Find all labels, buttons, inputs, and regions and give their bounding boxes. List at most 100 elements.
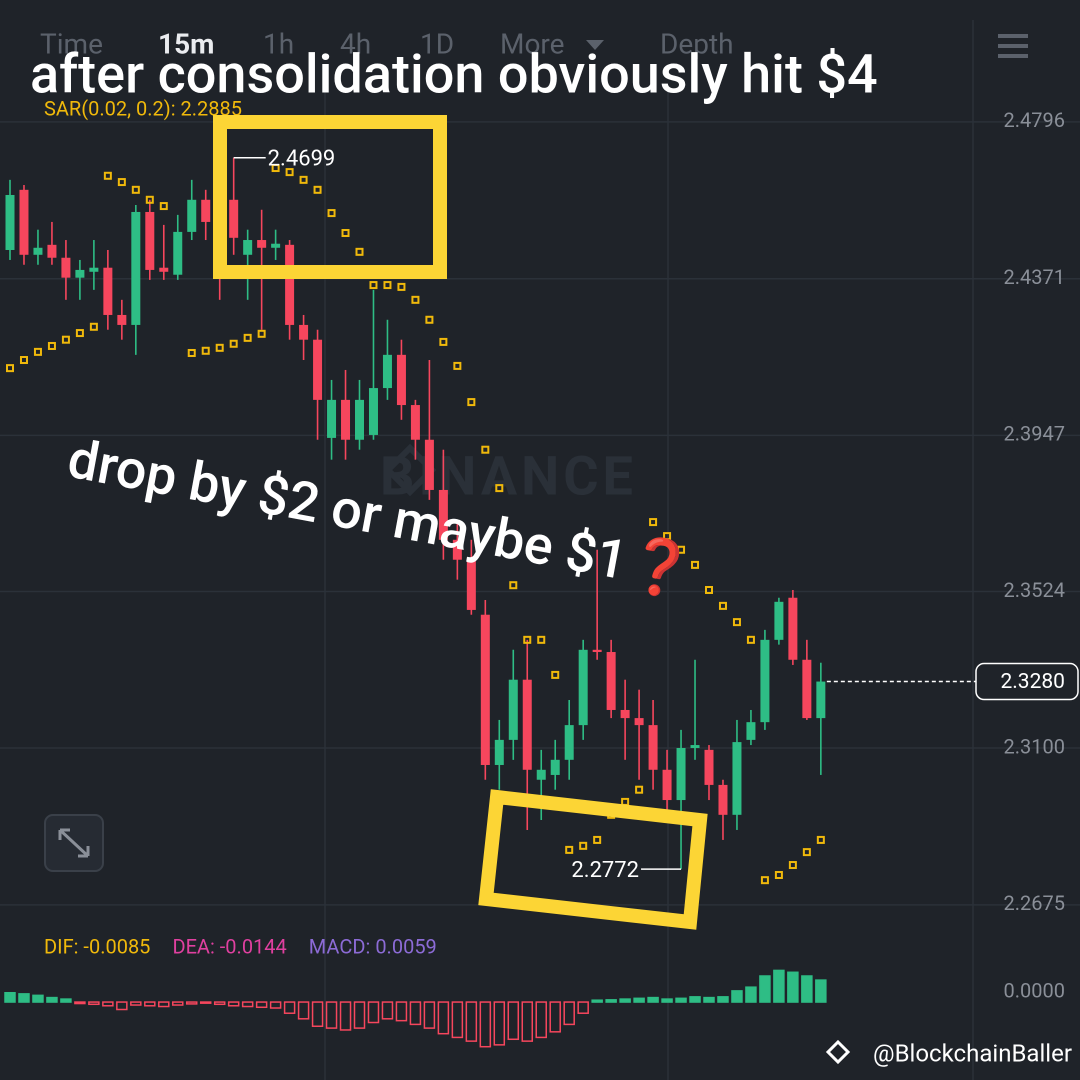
candle-body <box>704 749 714 785</box>
macd-bar <box>381 1001 394 1020</box>
candle-body <box>508 679 518 740</box>
candle-body <box>89 267 99 272</box>
sar-dot <box>579 841 588 850</box>
tab[interactable]: 15m <box>158 27 214 60</box>
macd-bar <box>605 999 617 1003</box>
sar-dot <box>159 202 168 211</box>
sar-dot <box>774 870 783 879</box>
macd-bar <box>521 1001 534 1042</box>
sar-dot <box>635 785 644 794</box>
y-tick-label: 2.4371 <box>1004 265 1065 289</box>
candle-body <box>550 759 560 775</box>
macd-bar <box>689 996 701 1003</box>
candle-body <box>718 784 728 815</box>
sar-dot <box>201 346 210 355</box>
macd-bar <box>815 979 827 1003</box>
macd-bar <box>507 1001 520 1041</box>
candle-body <box>131 211 141 325</box>
candle-body <box>592 649 602 653</box>
candle-body <box>774 601 784 640</box>
macd-bar <box>703 996 715 1003</box>
sar-dot <box>117 178 126 187</box>
candle-body <box>271 243 281 248</box>
sar-dot <box>33 347 42 356</box>
macd-bar <box>479 1001 492 1048</box>
sar-dot <box>718 601 727 610</box>
sar-label: SAR(0.02, 0.2): 2.2885 <box>44 96 242 120</box>
candle-body <box>368 388 378 435</box>
macd-tick-label: 0.0000 <box>1004 978 1065 1002</box>
macd-bar <box>423 1001 436 1029</box>
macd-bar <box>731 990 743 1003</box>
tab[interactable]: 1D <box>420 27 454 60</box>
macd-bar <box>437 1001 450 1035</box>
sar-dot <box>495 484 504 493</box>
tab[interactable]: Depth <box>660 27 734 60</box>
candle-body <box>201 199 211 222</box>
sar-dot <box>271 164 280 173</box>
y-tick-label: 2.3100 <box>1004 734 1065 758</box>
macd-bar <box>227 1001 240 1007</box>
y-tick-label: 2.4796 <box>1004 108 1065 132</box>
macd-bar <box>647 996 659 1003</box>
macd-bar <box>283 1001 296 1014</box>
last-price-label: 2.3280 <box>1000 670 1065 694</box>
macd-bar <box>102 1001 114 1007</box>
expand-icon <box>58 828 90 858</box>
macd-bar <box>158 1001 170 1008</box>
tabs: Time 15m 1h 4h 1D More Depth <box>40 27 734 60</box>
candle-body <box>355 399 364 440</box>
candle-body <box>103 267 113 315</box>
candle-body <box>145 211 155 270</box>
sar-dot <box>327 209 336 218</box>
macd-bar <box>297 1001 310 1020</box>
candle-body <box>299 324 309 340</box>
macd-bar <box>46 996 58 1003</box>
candle-body <box>480 614 490 765</box>
macd-bar <box>563 1001 575 1026</box>
macd-bar <box>451 1001 464 1039</box>
macd-label: DEA: -0.0144 <box>172 934 286 958</box>
tab[interactable]: 4h <box>340 27 371 60</box>
macd-bar <box>549 1001 561 1033</box>
credit: @BlockchainBaller <box>873 1039 1072 1067</box>
sar-dot <box>439 337 448 346</box>
macd-bar <box>395 1001 408 1022</box>
tab[interactable]: Time <box>40 27 103 60</box>
candle-body <box>341 399 351 440</box>
candle-body <box>690 745 700 748</box>
candle-body <box>760 639 770 723</box>
sar-dot <box>341 229 350 238</box>
sar-dot <box>691 560 700 569</box>
candle-body <box>313 339 323 400</box>
candle-body <box>257 240 267 248</box>
y-tick-label: 2.3947 <box>1004 422 1065 446</box>
macd-bar <box>339 1001 352 1031</box>
tab[interactable]: More <box>500 27 565 60</box>
candle-body <box>285 244 295 325</box>
sar-dot <box>816 835 825 844</box>
sar-dot <box>229 339 238 348</box>
candle-body <box>327 399 337 438</box>
sar-dot <box>369 281 378 290</box>
sar-dot <box>145 195 154 204</box>
sar-dot <box>257 329 266 338</box>
y-tick-label: 2.2675 <box>1004 891 1065 915</box>
candle-body <box>494 739 504 765</box>
macd-bar <box>759 975 771 1003</box>
macd-bar <box>717 996 729 1003</box>
tab[interactable]: 1h <box>263 27 294 60</box>
sar-dot <box>187 348 196 357</box>
sar-dot <box>243 333 252 342</box>
candle-body <box>676 748 686 801</box>
candle-body <box>47 244 57 258</box>
candle-body <box>438 489 448 540</box>
macd-bar <box>32 994 44 1003</box>
candle-body <box>578 649 588 726</box>
candle-body <box>159 267 169 272</box>
macd-bar <box>311 1001 324 1027</box>
credit-logo <box>825 1039 851 1065</box>
dropdown-arrow <box>586 40 604 50</box>
candle-body <box>75 269 85 278</box>
sar-dot <box>397 282 406 291</box>
